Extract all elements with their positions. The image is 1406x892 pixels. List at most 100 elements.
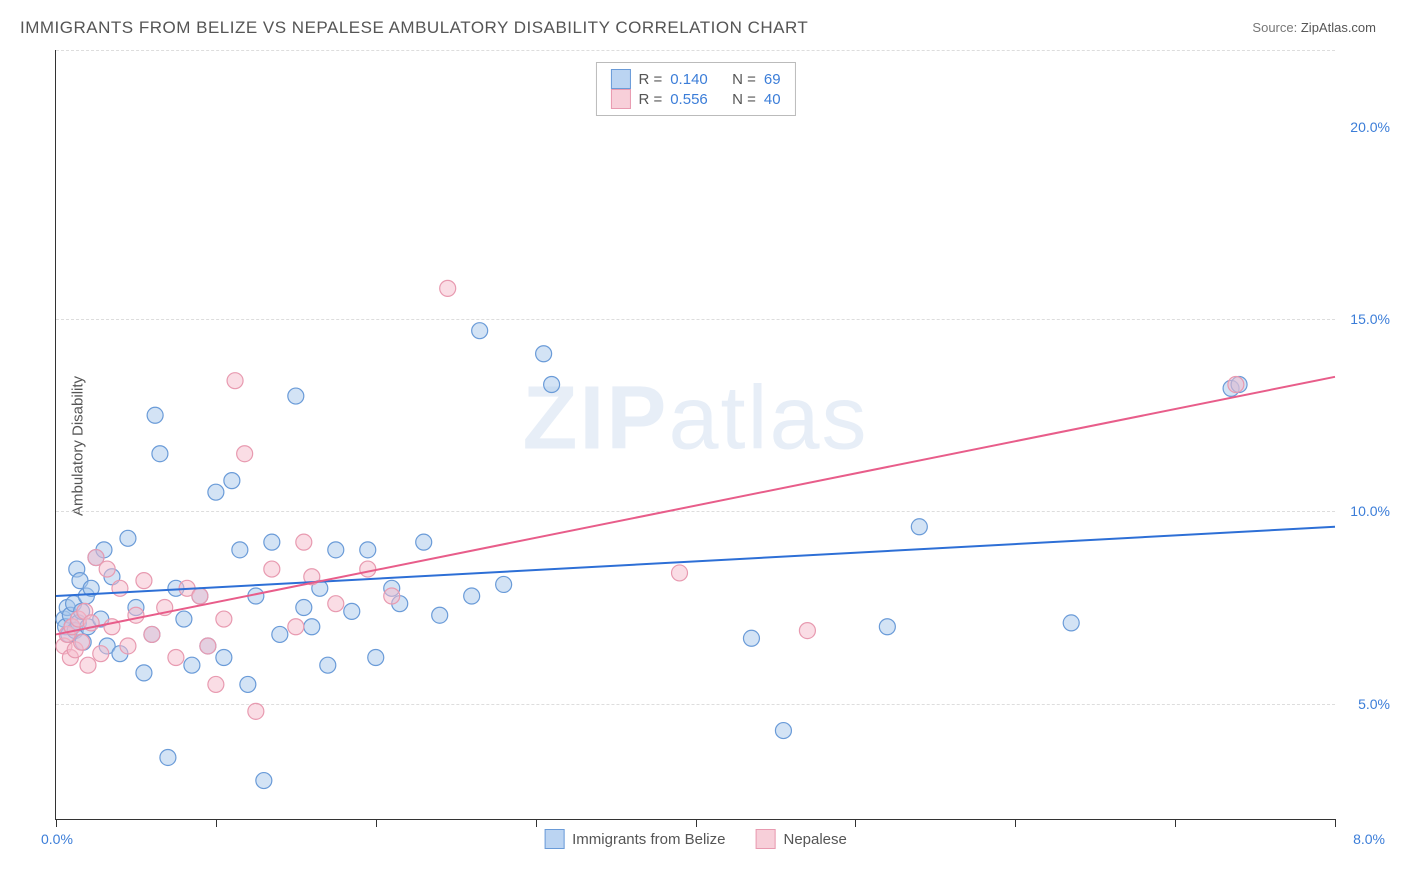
x-tick bbox=[216, 819, 217, 827]
source-attribution: Source: ZipAtlas.com bbox=[1252, 20, 1376, 35]
data-point bbox=[160, 749, 176, 765]
x-tick bbox=[376, 819, 377, 827]
chart-canvas bbox=[56, 50, 1335, 819]
r-label: R = bbox=[638, 91, 662, 108]
data-point bbox=[168, 650, 184, 666]
legend-label-pink: Nepalese bbox=[783, 831, 846, 848]
data-point bbox=[192, 588, 208, 604]
data-point bbox=[743, 630, 759, 646]
correlation-legend: R = 0.140 N = 69 R = 0.556 N = 40 bbox=[595, 62, 795, 116]
legend-item-pink: Nepalese bbox=[755, 829, 846, 849]
data-point bbox=[296, 600, 312, 616]
trend-line bbox=[56, 377, 1335, 635]
data-point bbox=[120, 638, 136, 654]
data-point bbox=[176, 611, 192, 627]
y-tick-label: 5.0% bbox=[1358, 696, 1390, 712]
swatch-blue bbox=[544, 829, 564, 849]
data-point bbox=[1228, 377, 1244, 393]
n-value-blue: 69 bbox=[764, 71, 781, 88]
chart-title: IMMIGRANTS FROM BELIZE VS NEPALESE AMBUL… bbox=[20, 18, 808, 38]
data-point bbox=[328, 542, 344, 558]
series-legend: Immigrants from Belize Nepalese bbox=[544, 829, 847, 849]
y-tick-label: 20.0% bbox=[1350, 119, 1390, 135]
data-point bbox=[136, 665, 152, 681]
swatch-pink bbox=[755, 829, 775, 849]
data-point bbox=[232, 542, 248, 558]
data-point bbox=[144, 626, 160, 642]
data-point bbox=[99, 561, 115, 577]
data-point bbox=[344, 603, 360, 619]
source-label: Source: bbox=[1252, 20, 1297, 35]
data-point bbox=[368, 650, 384, 666]
data-point bbox=[879, 619, 895, 635]
data-point bbox=[544, 377, 560, 393]
data-point bbox=[775, 723, 791, 739]
data-point bbox=[216, 650, 232, 666]
data-point bbox=[136, 573, 152, 589]
data-point bbox=[227, 373, 243, 389]
trend-line bbox=[56, 527, 1335, 596]
data-point bbox=[360, 542, 376, 558]
r-value-pink: 0.556 bbox=[670, 91, 708, 108]
data-point bbox=[328, 596, 344, 612]
x-axis-min-label: 0.0% bbox=[41, 831, 73, 847]
n-label: N = bbox=[732, 91, 756, 108]
data-point bbox=[1063, 615, 1079, 631]
data-point bbox=[147, 407, 163, 423]
data-point bbox=[200, 638, 216, 654]
data-point bbox=[432, 607, 448, 623]
data-point bbox=[288, 619, 304, 635]
data-point bbox=[296, 534, 312, 550]
data-point bbox=[216, 611, 232, 627]
data-point bbox=[128, 607, 144, 623]
data-point bbox=[496, 576, 512, 592]
x-tick bbox=[1175, 819, 1176, 827]
data-point bbox=[120, 530, 136, 546]
data-point bbox=[240, 676, 256, 692]
data-point bbox=[224, 473, 240, 489]
data-point bbox=[416, 534, 432, 550]
data-point bbox=[672, 565, 688, 581]
data-point bbox=[472, 323, 488, 339]
legend-row-pink: R = 0.556 N = 40 bbox=[610, 89, 780, 109]
data-point bbox=[74, 634, 90, 650]
x-axis-max-label: 8.0% bbox=[1353, 831, 1385, 847]
data-point bbox=[320, 657, 336, 673]
x-tick bbox=[536, 819, 537, 827]
x-tick bbox=[696, 819, 697, 827]
data-point bbox=[237, 446, 253, 462]
data-point bbox=[272, 626, 288, 642]
data-point bbox=[536, 346, 552, 362]
data-point bbox=[208, 484, 224, 500]
swatch-blue bbox=[610, 69, 630, 89]
y-tick-label: 10.0% bbox=[1350, 503, 1390, 519]
scatter-plot: ZIPatlas R = 0.140 N = 69 R = 0.556 N = … bbox=[55, 50, 1335, 820]
data-point bbox=[264, 561, 280, 577]
data-point bbox=[184, 657, 200, 673]
data-point bbox=[208, 676, 224, 692]
data-point bbox=[256, 773, 272, 789]
x-tick bbox=[1335, 819, 1336, 827]
data-point bbox=[799, 623, 815, 639]
x-tick bbox=[1015, 819, 1016, 827]
n-label: N = bbox=[732, 71, 756, 88]
n-value-pink: 40 bbox=[764, 91, 781, 108]
legend-label-blue: Immigrants from Belize bbox=[572, 831, 725, 848]
x-tick bbox=[855, 819, 856, 827]
data-point bbox=[248, 703, 264, 719]
data-point bbox=[80, 657, 96, 673]
data-point bbox=[304, 619, 320, 635]
source-value: ZipAtlas.com bbox=[1301, 20, 1376, 35]
legend-item-blue: Immigrants from Belize bbox=[544, 829, 725, 849]
data-point bbox=[152, 446, 168, 462]
data-point bbox=[264, 534, 280, 550]
y-tick-label: 15.0% bbox=[1350, 311, 1390, 327]
data-point bbox=[360, 561, 376, 577]
data-point bbox=[93, 646, 109, 662]
legend-row-blue: R = 0.140 N = 69 bbox=[610, 69, 780, 89]
data-point bbox=[464, 588, 480, 604]
data-point bbox=[384, 588, 400, 604]
x-tick bbox=[56, 819, 57, 827]
data-point bbox=[112, 580, 128, 596]
r-label: R = bbox=[638, 71, 662, 88]
